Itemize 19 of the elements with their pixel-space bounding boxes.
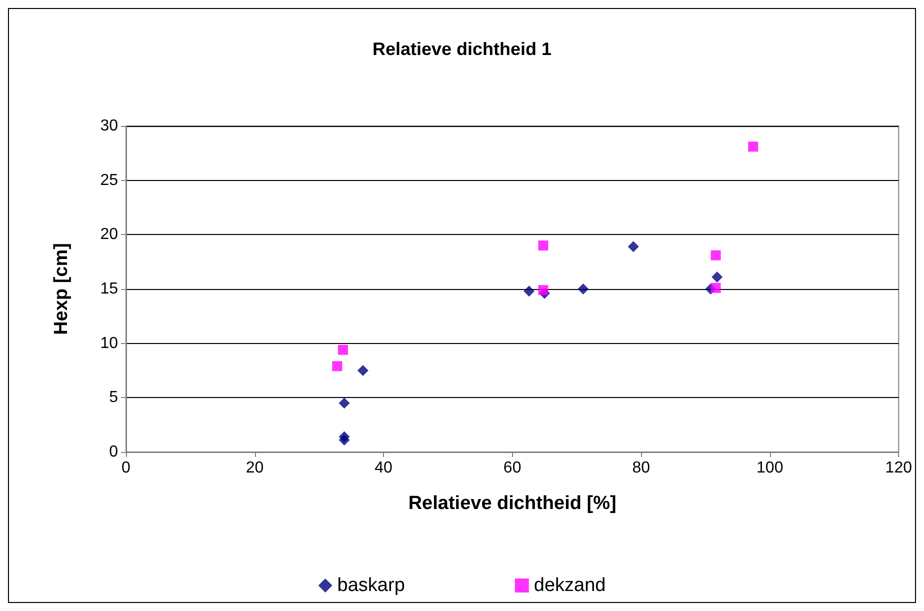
x-tick-label: 80 (632, 460, 650, 476)
y-axis-title: Hexp [cm] (51, 243, 72, 335)
y-tick-label: 20 (100, 226, 118, 244)
y-tick-label: 30 (100, 118, 118, 134)
x-tick-label: 0 (122, 460, 131, 476)
chart-title: Relatieve dichtheid 1 (372, 39, 552, 59)
legend-label: baskarp (337, 575, 405, 596)
legend-label: dekzand (534, 575, 606, 596)
x-tick-label: 20 (246, 460, 264, 476)
y-tick-label: 0 (109, 444, 118, 460)
y-tick-label: 15 (100, 280, 118, 298)
x-tick-label: 120 (885, 460, 912, 476)
y-tick-label: 5 (109, 389, 118, 406)
x-tick-label: 40 (374, 460, 393, 476)
x-tick-label: 60 (503, 460, 522, 476)
y-tick-label: 10 (100, 334, 118, 352)
y-tick-label: 25 (100, 172, 118, 189)
x-axis-title: Relatieve dichtheid [%] (408, 493, 616, 514)
x-tick-label: 100 (756, 460, 784, 476)
